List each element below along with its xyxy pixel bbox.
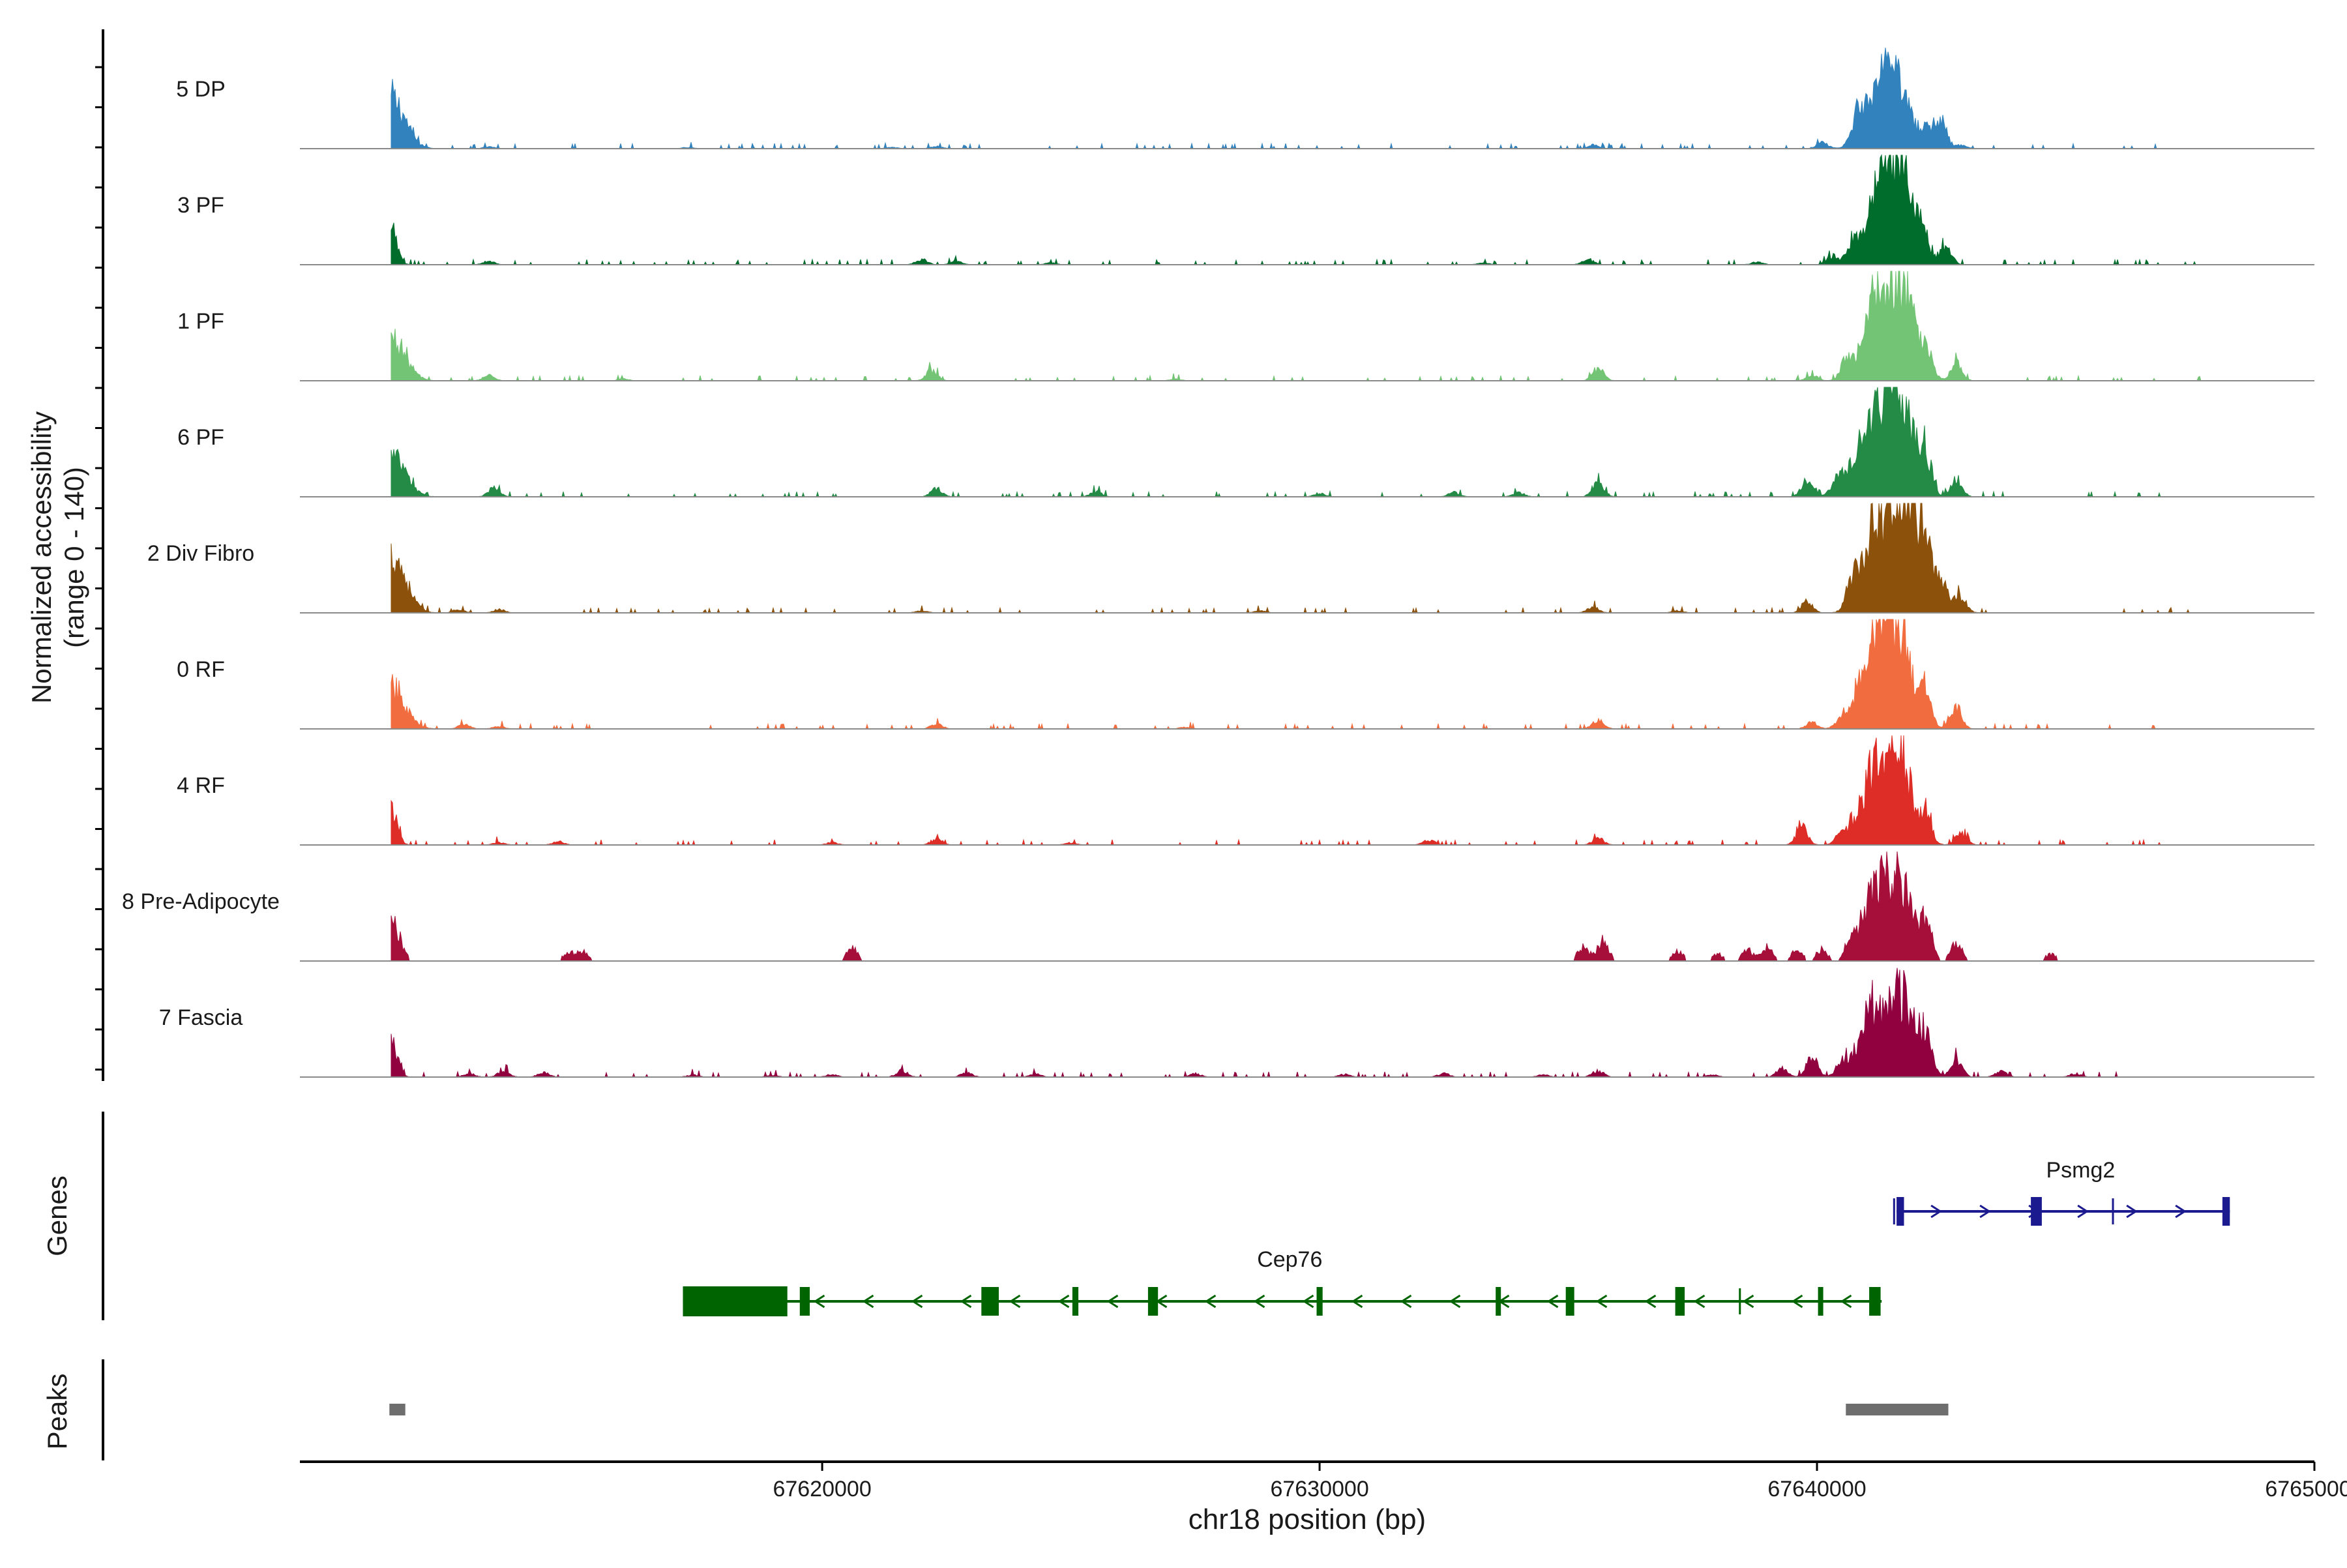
gene-exon — [1869, 1287, 1881, 1316]
coverage-track: 8 Pre-Adipocyte — [122, 851, 2314, 962]
gene-exon — [981, 1287, 999, 1316]
strand-arrow — [2126, 1204, 2138, 1219]
strand-arrow — [2175, 1204, 2187, 1219]
coverage-track: 0 RF — [177, 619, 2314, 730]
gene-exon — [1565, 1287, 1574, 1316]
x-axis: 67620000 67630000 67640000 67650000 chr18 po… — [300, 1460, 2347, 1535]
strand-arrow — [1546, 1294, 1559, 1309]
gene-model: Psmg2 — [1893, 1158, 2230, 1226]
gene-exon — [683, 1286, 788, 1316]
strand-arrow — [1840, 1294, 1852, 1309]
x-tick-label: 67640000 — [1767, 1477, 1866, 1501]
gene-exon — [2222, 1197, 2230, 1226]
gene-exon — [799, 1287, 810, 1316]
coverage-area — [391, 48, 2206, 150]
gene-label: Cep76 — [1257, 1247, 1322, 1272]
axis-layer: Normalized accessibility (range 0 - 140) — [26, 29, 104, 1081]
strand-arrow — [1644, 1294, 1657, 1309]
coverage-tracks: 5 DP 3 PF 1 PF 6 PF 2 Div Fibro 0 RF 4 RF 8 Pre… — [122, 48, 2314, 1078]
gene-exon — [2031, 1197, 2042, 1226]
strand-arrow — [1449, 1294, 1461, 1309]
track-label: 7 Fascia — [159, 1005, 243, 1030]
strand-arrow — [1791, 1294, 1803, 1309]
track-label: 3 PF — [177, 193, 224, 218]
gene-exon — [1818, 1287, 1823, 1316]
gene-exon — [1897, 1197, 1904, 1226]
coverage-track: 6 PF — [177, 387, 2314, 498]
strand-arrow — [1693, 1294, 1705, 1309]
track-label: 2 Div Fibro — [147, 541, 254, 566]
strand-arrow — [2077, 1204, 2089, 1219]
gene-exon — [1496, 1287, 1501, 1316]
gene-annotation-track: Genes Psmg2 Cep76 — [42, 1112, 2230, 1320]
gene-exon — [1147, 1287, 1159, 1316]
strand-arrow — [1204, 1294, 1217, 1309]
coverage-track: 2 Div Fibro — [147, 503, 2314, 614]
gene-model: Cep76 — [683, 1247, 1882, 1316]
track-label: 6 PF — [177, 425, 224, 450]
y-axis-label: Normalized accessibility — [26, 411, 57, 703]
x-tick-label: 67630000 — [1270, 1477, 1368, 1501]
track-label: 0 RF — [177, 657, 225, 682]
coverage-area — [391, 735, 2206, 846]
coverage-area — [391, 619, 2206, 730]
strand-arrow — [1302, 1294, 1314, 1309]
strand-arrow — [1979, 1204, 1991, 1219]
strand-arrow — [813, 1294, 825, 1309]
coverage-area — [391, 968, 2126, 1078]
strand-arrow — [1400, 1294, 1412, 1309]
coverage-track: 4 RF — [177, 735, 2314, 846]
x-tick-label: 67650000 — [2265, 1477, 2347, 1501]
peak-region — [1846, 1404, 1949, 1415]
track-label: 1 PF — [177, 309, 224, 334]
strand-arrow — [862, 1294, 874, 1309]
strand-arrow — [1106, 1294, 1119, 1309]
coverage-area — [391, 851, 2061, 962]
x-axis-label: chr18 position (bp) — [1188, 1503, 1426, 1535]
strand-arrow — [1009, 1294, 1021, 1309]
x-tick-label: 67620000 — [773, 1477, 871, 1501]
peaks-panel-label: Peaks — [42, 1374, 72, 1450]
strand-arrow — [1253, 1294, 1265, 1309]
gene-label: Psmg2 — [2046, 1158, 2115, 1183]
coverage-area — [391, 387, 2206, 498]
track-label: 8 Pre-Adipocyte — [122, 889, 280, 914]
strand-arrow — [911, 1294, 923, 1309]
track-label: 4 RF — [177, 773, 225, 798]
strand-arrow — [1057, 1294, 1070, 1309]
peak-region — [389, 1404, 406, 1415]
coverage-area — [391, 271, 2206, 382]
strand-arrow — [1930, 1204, 1942, 1219]
gene-exon — [1072, 1287, 1079, 1316]
y-axis-range-label: (range 0 - 140) — [59, 467, 89, 648]
track-label: 5 DP — [176, 77, 226, 102]
coverage-track: 1 PF — [177, 271, 2314, 382]
genes-panel-label: Genes — [42, 1176, 72, 1256]
strand-arrow — [960, 1294, 972, 1309]
peaks-track: Peaks — [42, 1359, 1949, 1460]
coverage-track: 7 Fascia — [159, 968, 2314, 1078]
coverage-area — [391, 154, 2206, 266]
coverage-area — [391, 503, 2206, 614]
strand-arrow — [1742, 1294, 1754, 1309]
gene-exon — [1316, 1287, 1323, 1316]
gene-exon — [1675, 1287, 1685, 1316]
strand-arrow — [1351, 1294, 1363, 1309]
coverage-track: 5 DP — [176, 48, 2314, 150]
strand-arrow — [1595, 1294, 1608, 1309]
coverage-track: 3 PF — [177, 154, 2314, 266]
